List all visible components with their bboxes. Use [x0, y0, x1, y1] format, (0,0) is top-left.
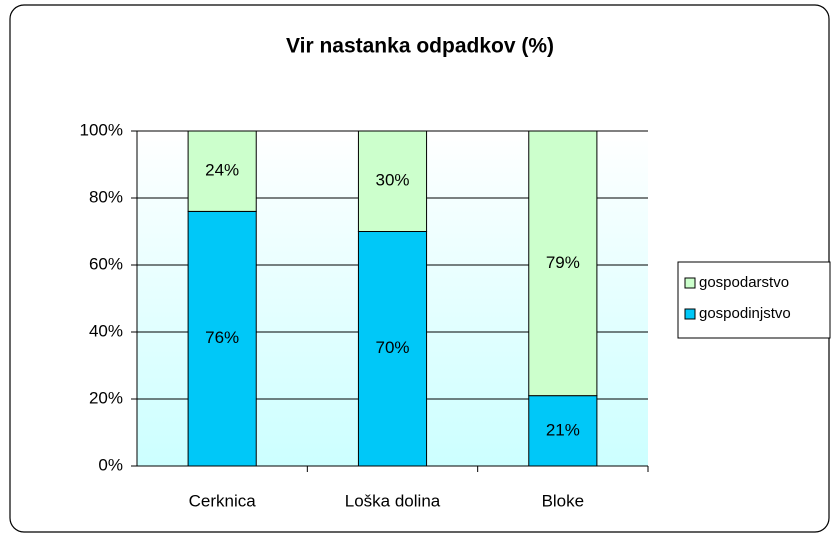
legend-label: gospodarstvo	[699, 274, 789, 291]
data-label: 24%	[205, 161, 239, 180]
bar-segment	[357, 130, 428, 232]
y-tick-label: 80%	[89, 187, 123, 206]
x-tick-label: Cerknica	[189, 491, 257, 510]
data-label: 70%	[375, 338, 409, 357]
data-label: 30%	[375, 171, 409, 190]
x-tick-label: Bloke	[542, 491, 585, 510]
y-tick-label: 60%	[89, 254, 123, 273]
data-label: 21%	[546, 420, 580, 439]
y-tick-label: 100%	[80, 120, 123, 139]
chart-title: Vir nastanka odpadkov (%)	[286, 35, 554, 58]
data-label: 76%	[205, 328, 239, 347]
y-tick-label: 40%	[89, 321, 123, 340]
bar-segment	[187, 210, 257, 467]
bar-segment	[187, 130, 257, 212]
legend-swatch	[684, 277, 696, 289]
bar-segment	[528, 395, 598, 467]
y-tick-label: 20%	[89, 388, 123, 407]
legend-swatch	[684, 308, 696, 320]
y-tick-label: 0%	[98, 455, 123, 474]
legend-box	[677, 261, 831, 339]
legend-label: gospodinjstvo	[699, 305, 791, 322]
bar-segment	[528, 130, 598, 397]
data-label: 79%	[546, 253, 580, 272]
x-tick-label: Loška dolina	[345, 491, 441, 510]
